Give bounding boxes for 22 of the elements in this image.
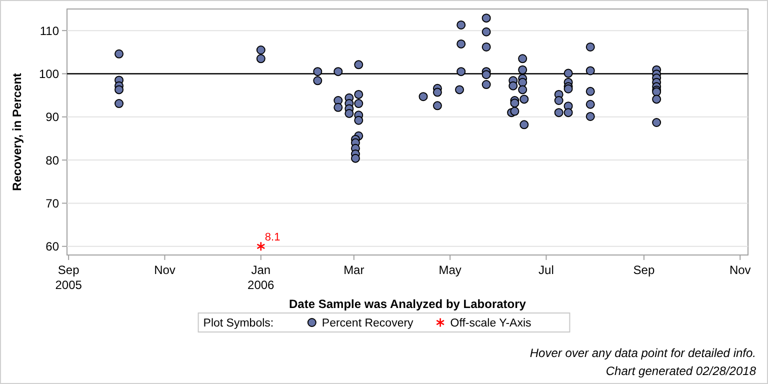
y-tick-label: 100 (38, 66, 60, 81)
y-axis-title: Recovery, in Percent (10, 73, 24, 191)
x-tick-label: Mar (344, 263, 364, 277)
x-tick-label: Jul (538, 263, 554, 277)
y-tick-label: 70 (46, 196, 60, 210)
y-tick-label: 110 (40, 24, 60, 38)
x-tick-label: May (438, 263, 462, 277)
x-tick-label: Nov (729, 263, 751, 277)
legend-label: Percent Recovery (322, 318, 414, 330)
x-tick-label: Sep (633, 263, 655, 277)
legend-label: Off-scale Y-Axis (450, 318, 532, 330)
text: Hover over any data point for detailed info. (530, 346, 756, 360)
legend-title: Plot Symbols: (203, 318, 274, 330)
y-tick-label: 80 (46, 153, 60, 168)
x-tick-label: Sep 2005 (55, 263, 82, 292)
x-tick-label: Jan 2006 (248, 263, 275, 292)
x-axis-title: Date Sample was Analyzed by Laboratory (289, 297, 526, 311)
x-tick-label: Nov (154, 263, 176, 277)
y-tick-label: 60 (46, 240, 60, 254)
y-tick-label: 90 (46, 110, 60, 124)
text: Chart generated 02/28/2018 (606, 364, 756, 378)
annotation: 8.1 (264, 231, 280, 244)
